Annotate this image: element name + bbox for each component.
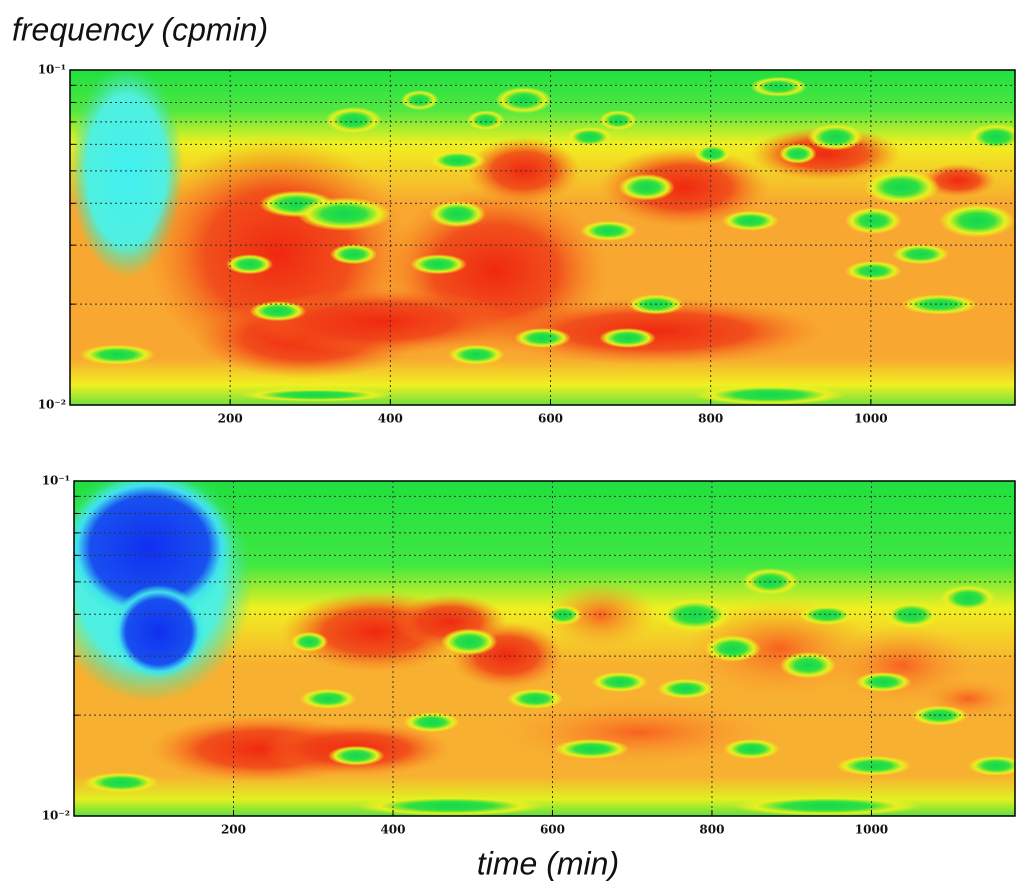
field-blob (779, 651, 837, 679)
x-tick-label: 1000 (855, 823, 888, 837)
x-tick-label: 1000 (854, 412, 887, 426)
field-blob (892, 244, 949, 265)
field-blob (249, 301, 307, 322)
field-blob (74, 481, 234, 622)
field-blob (750, 126, 902, 181)
field-blob (836, 755, 912, 776)
field-blob (403, 712, 460, 733)
field-blob (618, 173, 675, 201)
field-blob (485, 297, 826, 365)
field-blob (79, 344, 156, 365)
field-blob (693, 384, 845, 405)
field-blob (328, 745, 385, 766)
field-blob (429, 200, 486, 228)
field-blob (599, 147, 770, 228)
field-blob (83, 772, 159, 793)
field-blob (553, 738, 630, 760)
x-tick-label: 600 (538, 412, 563, 426)
field-blob (440, 628, 498, 656)
field-blob (111, 584, 206, 679)
field-blob (657, 678, 714, 699)
x-tick-label: 600 (540, 823, 565, 837)
field-blob (544, 581, 658, 649)
x-tick-label: 200 (221, 823, 246, 837)
field-blob (290, 631, 329, 652)
plot-frame (69, 69, 1016, 406)
field-blob (967, 755, 1015, 776)
field-blob (580, 220, 637, 241)
x-tick-label: 400 (380, 823, 405, 837)
y-tick-label: 10⁻¹ (38, 63, 66, 77)
x-tick-label: 200 (218, 412, 243, 426)
field-blob (844, 207, 902, 235)
y-tick-label: 10⁻¹ (42, 474, 70, 488)
x-axis-label: time (min) (477, 845, 619, 881)
field-blob (325, 106, 382, 134)
field-blob (723, 738, 780, 760)
x-tick-label: 400 (378, 412, 403, 426)
field-blob (693, 143, 732, 164)
field-blob (544, 604, 583, 626)
field-blob (657, 598, 733, 632)
field-blob (778, 143, 817, 164)
field-blob (722, 210, 779, 231)
field-blob (591, 671, 649, 693)
field-blob (798, 604, 856, 626)
field-blob (329, 244, 378, 265)
field-blob (466, 110, 505, 131)
field-blob (240, 388, 392, 402)
field-blob (967, 123, 1015, 151)
field-blob (429, 150, 486, 171)
field-blob (750, 76, 808, 97)
field-blob (299, 688, 357, 709)
field-blob (939, 584, 997, 612)
field-blob (939, 204, 1015, 238)
field-blob (844, 260, 902, 282)
field-blob (901, 294, 978, 315)
plot-frame (73, 480, 1016, 817)
field-blob (704, 635, 761, 662)
heatmap-field (74, 481, 1015, 816)
field-blob (732, 795, 921, 816)
heatmap-field (70, 70, 1015, 405)
field-blob (807, 123, 864, 151)
field-blob (863, 170, 940, 204)
x-tick-label: 800 (698, 412, 723, 426)
field-blob (400, 90, 439, 111)
field-blob (599, 327, 656, 349)
field-blob (225, 254, 274, 275)
y-axis-label: frequency (cpmin) (12, 11, 268, 47)
field-blob (296, 197, 392, 231)
field-blob (448, 344, 505, 365)
field-blob (495, 86, 552, 114)
field-blob (566, 126, 614, 148)
field-blob (356, 795, 545, 816)
field-blob (855, 671, 912, 693)
field-blob (249, 287, 515, 355)
field-blob (514, 327, 571, 349)
x-tick-label: 800 (699, 823, 724, 837)
y-tick-label: 10⁻² (42, 809, 70, 823)
y-tick-label: 10⁻² (38, 398, 66, 412)
field-blob (920, 163, 997, 198)
field-blob (599, 110, 637, 131)
field-blob (506, 688, 564, 709)
field-blob (410, 254, 467, 275)
field-blob (466, 137, 581, 204)
field-blob (883, 601, 940, 629)
